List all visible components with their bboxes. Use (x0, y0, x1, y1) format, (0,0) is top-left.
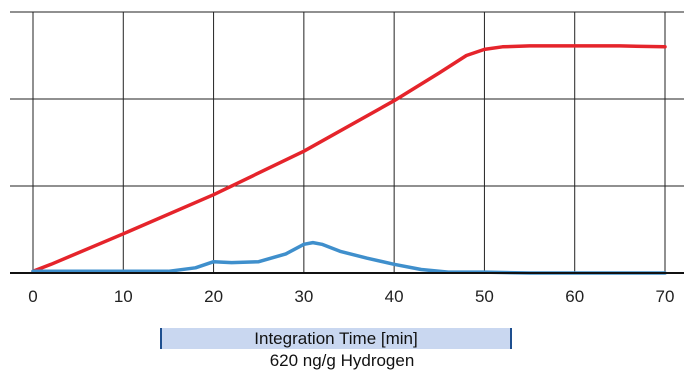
x-tick-label: 0 (28, 287, 37, 306)
x-tick-label: 50 (475, 287, 494, 306)
x-tick-label: 40 (385, 287, 404, 306)
x-axis: 0 10 20 30 40 50 60 70 (10, 272, 684, 306)
x-axis-label: Integration Time [min] (160, 328, 512, 349)
chart: 0 10 20 30 40 50 60 70 Integration Time [min] (10, 11, 684, 349)
x-tick-label: 30 (294, 287, 313, 306)
x-tick-label: 70 (656, 287, 675, 306)
x-tick-label: 20 (204, 287, 223, 306)
series-layer (31, 44, 667, 275)
x-tick-label: 60 (565, 287, 584, 306)
chart-svg: 0 10 20 30 40 50 60 70 (10, 11, 684, 306)
x-tick-label: 10 (114, 287, 133, 306)
grid (10, 11, 684, 273)
series-line-2 (31, 240, 667, 275)
series-line-1 (31, 44, 667, 274)
chart-subtitle: 620 ng/g Hydrogen (269, 351, 415, 370)
